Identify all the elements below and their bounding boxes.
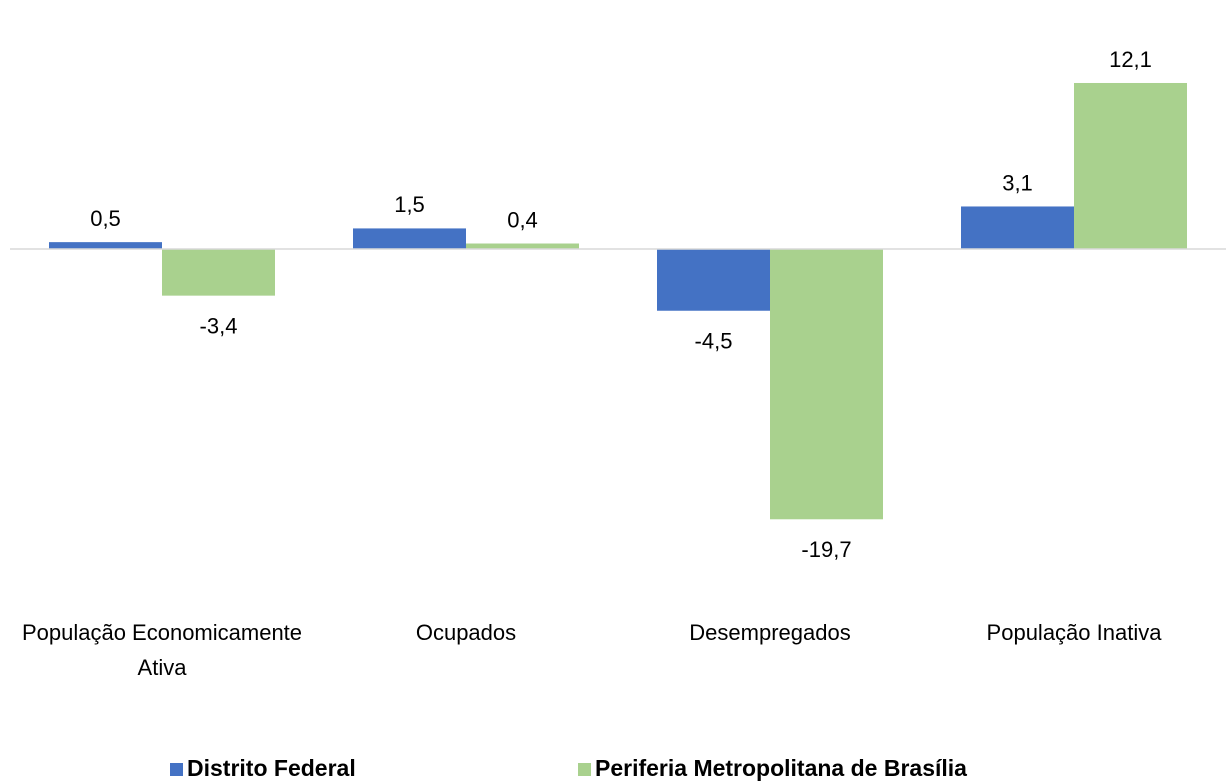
data-label: -3,4: [200, 313, 238, 338]
data-label: -19,7: [801, 537, 851, 562]
bar: [770, 249, 883, 520]
bar: [657, 249, 770, 311]
data-label: 0,4: [507, 207, 538, 232]
legend-label: Periferia Metropolitana de Brasília: [595, 755, 967, 781]
bar: [961, 206, 1074, 249]
data-label: -4,5: [695, 329, 733, 354]
x-tick-label: População Economicamente Ativa: [21, 620, 303, 680]
data-label: 12,1: [1109, 47, 1152, 72]
data-label: 1,5: [394, 192, 425, 217]
data-label: 3,1: [1002, 170, 1033, 195]
legend-swatch: [170, 763, 183, 776]
legend-label: Distrito Federal: [187, 755, 356, 781]
x-tick-label: Desempregados: [689, 620, 851, 645]
bar: [353, 228, 466, 249]
bar: [162, 249, 275, 296]
x-tick-label: População Inativa: [986, 620, 1162, 645]
bar: [1074, 82, 1187, 249]
x-tick-label: Ocupados: [415, 620, 517, 645]
bar: [466, 243, 579, 249]
data-label: 0,5: [90, 206, 121, 231]
legend-swatch: [578, 763, 591, 776]
bar: [49, 242, 162, 249]
